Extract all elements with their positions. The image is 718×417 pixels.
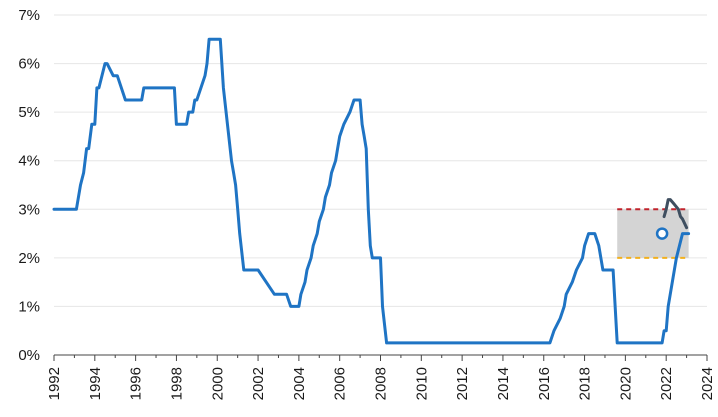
x-tick-label: 2024 bbox=[699, 367, 716, 400]
y-tick-label: 6% bbox=[18, 56, 40, 73]
grid-lines bbox=[54, 14, 707, 307]
x-tick-label: 1994 bbox=[87, 367, 104, 400]
x-tick-label: 2012 bbox=[454, 367, 471, 400]
x-tick-label: 2016 bbox=[536, 367, 553, 400]
y-axis-tick-labels: 0% 1% 2% 3% 4% 5% 6% 7% bbox=[18, 7, 40, 364]
target-band-area bbox=[617, 209, 689, 258]
y-tick-label: 1% bbox=[18, 298, 40, 315]
y-tick-label: 2% bbox=[18, 250, 40, 267]
x-tick-label: 2008 bbox=[373, 367, 390, 400]
x-tick-label: 1998 bbox=[168, 367, 185, 400]
y-tick-label: 0% bbox=[18, 347, 40, 364]
projection-line bbox=[662, 198, 689, 230]
x-tick-label: 2010 bbox=[413, 367, 430, 400]
x-tick-label: 2018 bbox=[577, 367, 594, 400]
current-rate-marker bbox=[655, 227, 669, 240]
x-tick-label: 2014 bbox=[495, 367, 512, 400]
y-tick-label: 3% bbox=[18, 201, 40, 218]
x-tick-label: 2020 bbox=[617, 367, 634, 400]
y-tick-label: 5% bbox=[18, 104, 40, 121]
target-band bbox=[617, 208, 689, 259]
series-lines bbox=[52, 37, 691, 345]
x-tick-label: 2004 bbox=[291, 367, 308, 400]
x-tick-label: 2022 bbox=[658, 367, 675, 400]
x-tick-label: 2006 bbox=[332, 367, 349, 400]
x-tick-label: 2002 bbox=[250, 367, 267, 400]
x-axis-tick-labels: 1992 1994 1996 1998 2000 2002 2004 2006 2008 2010… bbox=[46, 367, 716, 400]
axes bbox=[53, 354, 708, 361]
markers bbox=[655, 227, 669, 240]
x-tick-label: 1992 bbox=[46, 367, 63, 400]
x-tick-label: 1996 bbox=[128, 367, 145, 400]
y-tick-label: 7% bbox=[18, 7, 40, 24]
y-tick-label: 4% bbox=[18, 153, 40, 170]
x-tick-label: 2000 bbox=[209, 367, 226, 400]
policy-rate-line bbox=[52, 37, 691, 345]
